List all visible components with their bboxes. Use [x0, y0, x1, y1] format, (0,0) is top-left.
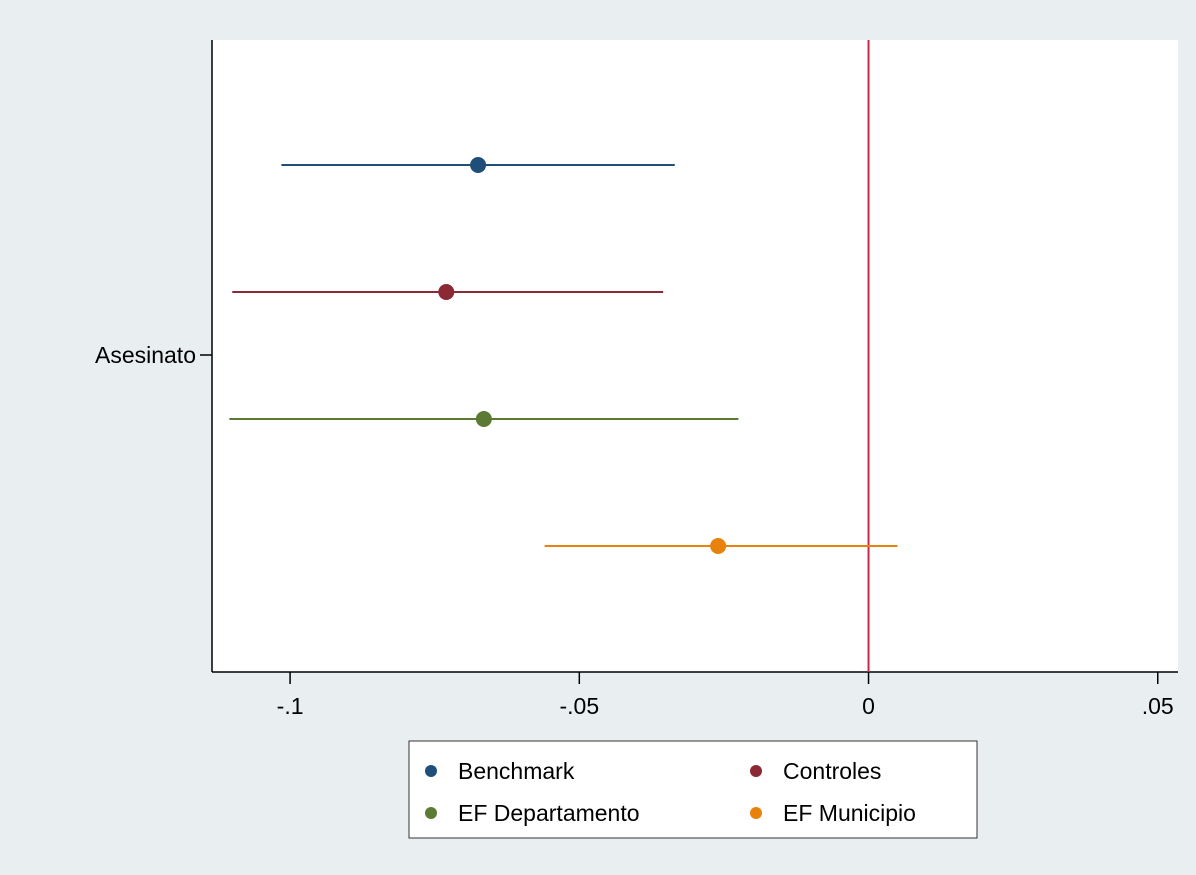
x-tick-label: -.05	[559, 693, 599, 719]
legend-label: EF Departamento	[458, 800, 640, 826]
legend-label: EF Municipio	[783, 800, 916, 826]
x-axis-ticks: -.1 -.05 0 .05	[277, 672, 1174, 719]
legend: Benchmark Controles EF Departamento EF Muni…	[425, 758, 916, 826]
legend-marker	[425, 765, 437, 777]
legend-marker	[750, 765, 762, 777]
coefficient-marks	[229, 157, 898, 554]
legend-label: Controles	[783, 758, 881, 784]
estimate-point-benchmark	[470, 157, 487, 173]
estimate-point-ef-departamento	[475, 411, 492, 427]
x-tick-label: 0	[862, 693, 875, 719]
legend-marker	[750, 807, 762, 819]
x-tick-label: -.1	[277, 693, 304, 719]
x-tick-label: .05	[1142, 693, 1174, 719]
estimate-point-ef-municipio	[710, 538, 727, 554]
y-category-label: Asesinato	[95, 342, 196, 368]
legend-box	[408, 740, 978, 839]
legend-marker	[425, 807, 437, 819]
plot-area	[212, 40, 1178, 672]
estimate-point-controles	[438, 284, 455, 300]
legend-label: Benchmark	[458, 758, 575, 784]
